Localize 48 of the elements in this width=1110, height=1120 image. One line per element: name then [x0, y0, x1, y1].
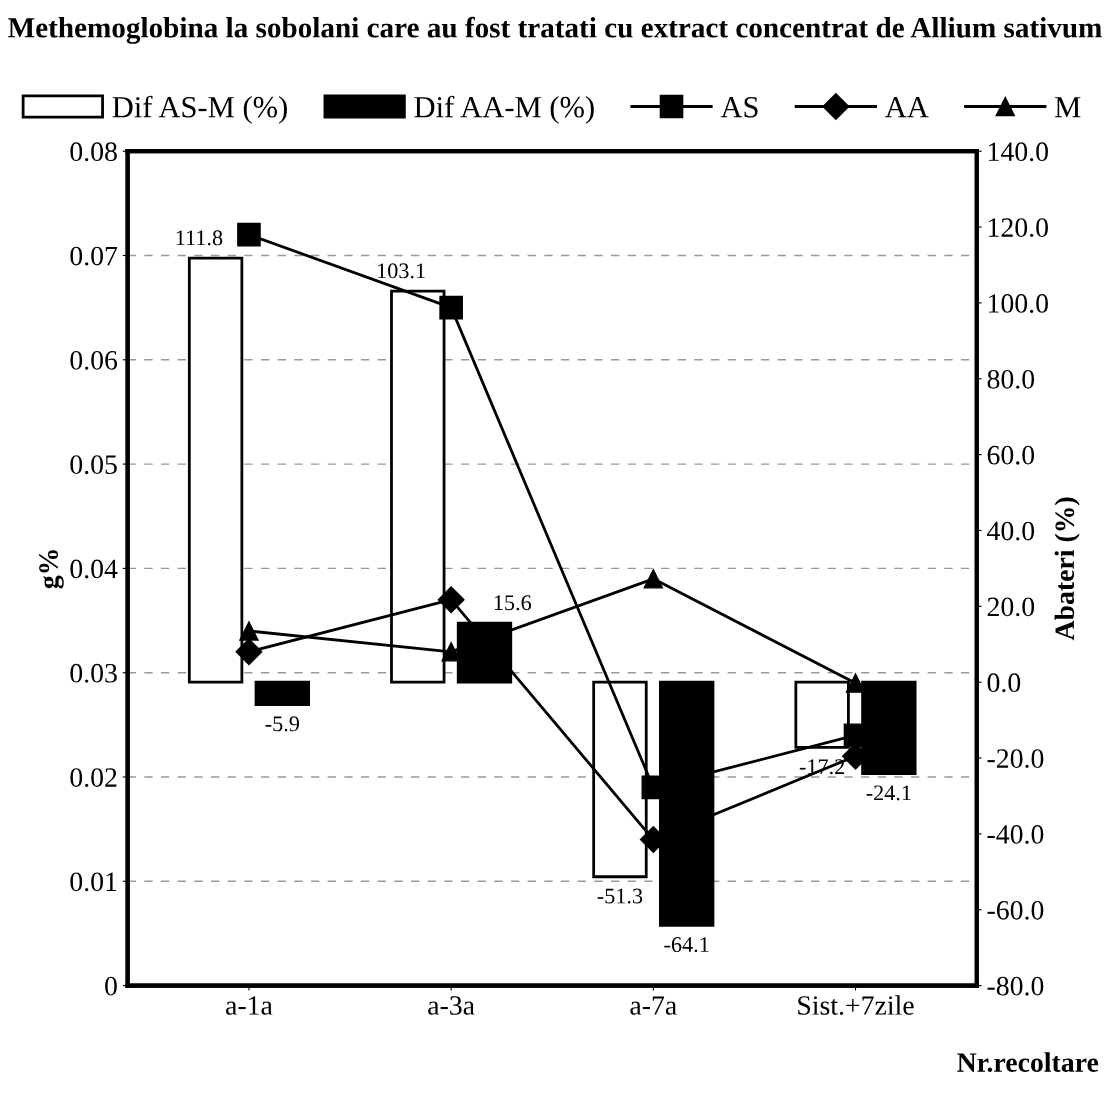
- y-tick-label: 0.05: [70, 455, 117, 475]
- x-tick-label: a-3a: [428, 996, 475, 1015]
- y2-tick-label: 40.0: [987, 521, 1035, 541]
- x-tick-label: Sist.+7zile: [798, 995, 914, 1015]
- legend-label: Dif AA-M (%): [414, 95, 594, 124]
- legend-label: Dif AS-M (%): [112, 95, 287, 124]
- point: [235, 638, 263, 666]
- y-tick-label: 0.02: [70, 768, 117, 788]
- y-tick-label: 0.06: [70, 350, 118, 370]
- y-tick-label: 0.07: [70, 246, 118, 266]
- y2-tick-label: 20.0: [987, 597, 1035, 617]
- point: [437, 586, 465, 614]
- y2-tick-label: 80.0: [987, 369, 1035, 389]
- data-label: -5.9: [265, 716, 299, 732]
- data-label: 15.6: [494, 595, 532, 611]
- data-label: -64.1: [664, 937, 709, 953]
- y-tick-label: 0.01: [70, 872, 117, 892]
- y-tick-label: 0.08: [70, 142, 117, 162]
- y-tick-label: 0.03: [70, 663, 117, 683]
- bar: [254, 680, 310, 706]
- y2-axis-title: Abateri (%): [1054, 497, 1080, 641]
- point: [237, 222, 261, 247]
- point: [239, 621, 259, 641]
- data-label: -51.3: [597, 888, 643, 904]
- data-label: -24.1: [866, 785, 911, 801]
- y2-tick-label: -60.0: [987, 900, 1044, 920]
- legend-label: AS: [720, 96, 758, 118]
- data-label: 111.8: [176, 230, 223, 246]
- point: [439, 295, 463, 320]
- y2-tick-label: 60.0: [987, 445, 1035, 465]
- y2-tick-label: -40.0: [987, 825, 1044, 844]
- x-tick-label: a-1a: [226, 996, 273, 1015]
- point: [643, 569, 664, 589]
- y2-tick-label: -20.0: [987, 749, 1044, 769]
- legend-label: M: [1055, 97, 1081, 118]
- x-axis-title: Nr.recoltare: [957, 1052, 1099, 1073]
- y2-tick-label: 120.0: [988, 218, 1048, 238]
- y-axis-title: g%: [39, 550, 64, 589]
- y-tick-label: 0.04: [70, 559, 118, 579]
- y2-tick-label: 100.0: [988, 294, 1048, 313]
- y2-tick-label: 140.0: [988, 142, 1048, 162]
- y-tick-label: 0: [105, 976, 117, 996]
- y2-tick-label: -80.0: [987, 976, 1044, 996]
- x-tick-label: a-7a: [630, 996, 677, 1015]
- y2-tick-label: 0.0: [987, 673, 1021, 693]
- chart-title: Methemoglobina la sobolani care au fost tratati cu extract concentrat de Allium sativum: [8, 16, 1102, 44]
- legend-label: AA: [885, 97, 929, 118]
- data-label: 103.1: [378, 263, 425, 279]
